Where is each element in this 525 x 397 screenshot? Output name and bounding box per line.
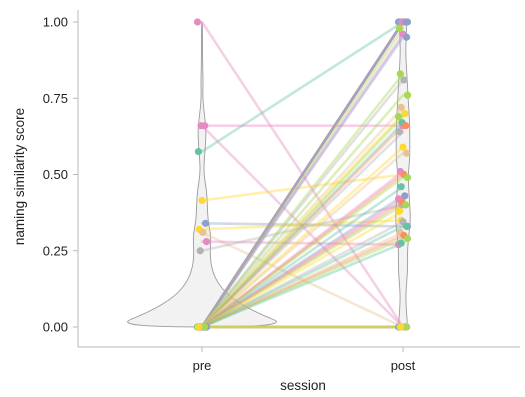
data-point-post: [403, 173, 412, 182]
pair-line: [200, 106, 405, 329]
data-point-post: [402, 18, 410, 26]
data-point-post: [399, 143, 407, 151]
pair-line: [200, 145, 405, 329]
pair-line: [200, 124, 405, 329]
pair-line: [200, 218, 405, 231]
y-tick-label: 1.00: [43, 15, 68, 30]
pair-line: [200, 197, 405, 329]
pair-line: [200, 20, 405, 329]
axes: [77, 10, 520, 348]
data-point-post: [397, 183, 405, 191]
data-point-pre: [194, 323, 202, 331]
pair-line: [200, 26, 405, 329]
pair-line: [200, 20, 405, 329]
pair-line: [200, 203, 405, 329]
pair-line: [200, 241, 405, 329]
y-ticks: 0.00 0.25 0.50 0.75 1.00: [43, 15, 78, 335]
pair-line: [200, 151, 405, 329]
pair-line: [200, 209, 405, 329]
pair-line: [200, 176, 405, 329]
pair-line: [200, 20, 405, 329]
pair-line: [200, 240, 405, 246]
data-point-pre: [198, 196, 206, 205]
pair-line: [200, 20, 405, 329]
pair-line: [200, 20, 405, 329]
data-point-pre: [193, 18, 202, 26]
pair-line: [200, 121, 405, 329]
points-layer: [193, 18, 412, 331]
data-point-post: [401, 109, 409, 118]
pair-line: [200, 112, 405, 329]
pair-line: [200, 93, 405, 329]
pair-line: [200, 220, 405, 329]
x-axis-title: session: [280, 378, 326, 393]
pair-line: [200, 115, 405, 329]
violin-pre: [127, 21, 277, 328]
pair-line: [200, 173, 405, 329]
pair-line: [200, 234, 405, 329]
pair-line: [200, 20, 405, 329]
y-axis-title: naming similarity score: [12, 108, 27, 245]
data-point-post: [403, 323, 411, 331]
data-point-post: [395, 128, 403, 136]
pair-line: [200, 231, 405, 329]
y-tick-label: 0.50: [43, 167, 68, 182]
pair-line: [200, 32, 405, 329]
pair-line: [200, 20, 405, 329]
data-point-post: [403, 234, 412, 243]
data-point-post: [402, 201, 410, 209]
pair-line: [200, 78, 405, 329]
data-point-pre: [201, 122, 209, 130]
data-point-post: [403, 91, 412, 99]
pair-line: [200, 203, 405, 253]
pair-line: [200, 185, 405, 329]
pair-line: [200, 20, 405, 153]
pair-line: [200, 20, 405, 329]
data-point-post: [396, 323, 404, 331]
data-point-pre: [194, 148, 202, 156]
y-tick-label: 0.25: [43, 243, 68, 258]
pair-line: [200, 237, 405, 329]
data-point-post: [403, 222, 411, 230]
data-point-post: [397, 103, 405, 111]
data-point-post: [397, 239, 405, 247]
pair-line: [200, 20, 405, 329]
pair-line: [200, 20, 405, 329]
data-point-post: [395, 207, 403, 215]
data-point-post: [401, 192, 409, 200]
pair-line: [200, 124, 405, 329]
data-point-post: [402, 122, 410, 130]
pair-line: [200, 231, 405, 329]
pair-line: [200, 72, 405, 329]
data-point-post: [395, 24, 403, 32]
pair-line: [200, 170, 405, 329]
data-point-pre: [199, 228, 207, 237]
pair-line: [200, 225, 405, 329]
data-point-pre: [201, 323, 209, 331]
pair-line: [200, 130, 405, 329]
data-point-post: [403, 33, 411, 41]
pair-line: [200, 173, 405, 202]
data-point-pre: [202, 238, 211, 246]
pair-line: [200, 222, 405, 228]
pair-line: [200, 20, 405, 329]
y-tick-label: 0.00: [43, 320, 68, 335]
data-point-post: [396, 70, 404, 78]
y-tick-label: 0.75: [43, 91, 68, 106]
pair-line: [200, 194, 405, 329]
data-point-post: [400, 76, 408, 84]
pair-line: [200, 20, 405, 329]
data-point-pre: [196, 247, 204, 255]
pair-lines-layer: [200, 20, 405, 329]
x-ticks: pre post: [193, 347, 416, 373]
pair-line: [200, 20, 405, 329]
x-tick-label-post: post: [391, 358, 416, 373]
pair-line: [200, 200, 405, 329]
pair-line: [200, 35, 405, 329]
data-point-post: [394, 112, 403, 121]
x-tick-label-pre: pre: [193, 358, 212, 373]
data-point-pre: [202, 219, 210, 227]
data-point-post: [403, 149, 411, 157]
